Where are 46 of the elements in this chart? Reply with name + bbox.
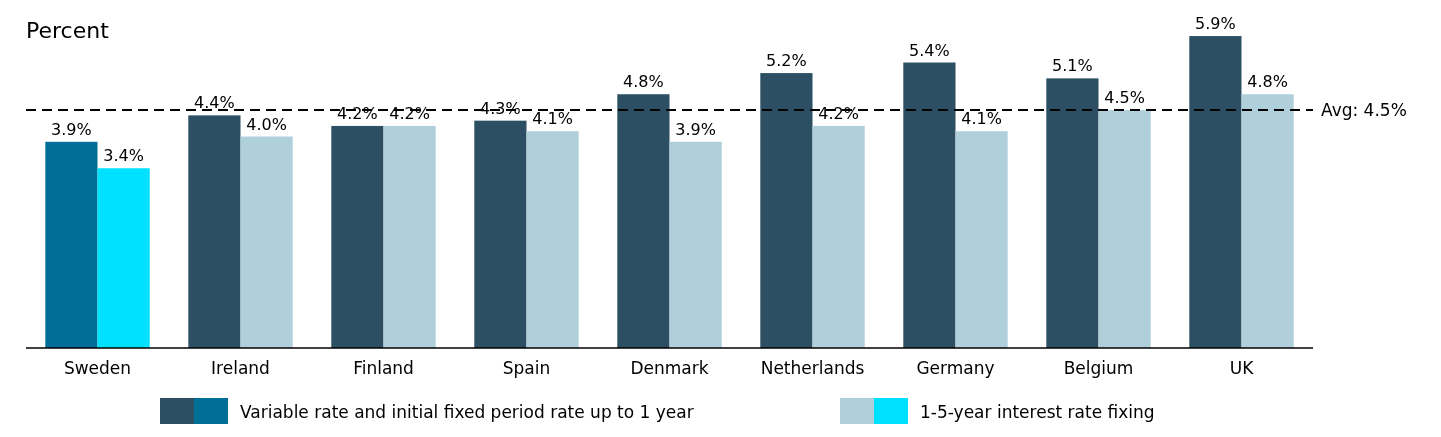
data-label: 4.5% <box>1104 88 1145 108</box>
bar <box>45 141 98 348</box>
data-label: 3.9% <box>675 119 716 139</box>
legend-label: 1-5-year interest rate fixing <box>920 402 1155 422</box>
x-tick-label: Netherlands <box>760 358 865 378</box>
x-tick-label: Finland <box>353 358 414 378</box>
data-label: 4.1% <box>532 109 573 129</box>
ref-line-label: Avg: 4.5% <box>1321 100 1407 121</box>
bar <box>669 141 722 348</box>
bar <box>1189 36 1242 348</box>
y-axis-title: Percent <box>26 18 110 43</box>
data-label: 4.8% <box>1247 72 1288 92</box>
x-tick-label: UK <box>1229 358 1255 378</box>
data-label: 3.9% <box>51 119 92 139</box>
bar <box>903 62 956 348</box>
bar <box>474 120 527 348</box>
x-tick-label: Denmark <box>630 358 709 378</box>
legend-label: Variable rate and initial fixed period rate up to 1 year <box>240 402 694 422</box>
data-label: 5.2% <box>766 51 807 71</box>
bar <box>617 94 670 348</box>
bar <box>760 73 813 348</box>
bar <box>97 168 150 348</box>
x-tick-label: Sweden <box>63 358 132 378</box>
data-label: 5.1% <box>1052 56 1093 76</box>
x-tick-label: Spain <box>502 358 551 378</box>
bar <box>1241 94 1294 348</box>
x-tick-label: Germany <box>916 358 995 378</box>
bar <box>240 136 293 348</box>
bar <box>1098 110 1151 348</box>
x-tick-label: Ireland <box>211 358 270 378</box>
bar <box>526 131 579 348</box>
bar <box>331 125 384 348</box>
data-label: 3.4% <box>103 146 144 166</box>
data-label: 5.4% <box>909 40 950 60</box>
data-label: 5.9% <box>1195 14 1236 34</box>
bar <box>812 125 865 348</box>
x-tick-label: Belgium <box>1063 358 1134 378</box>
data-label: 4.8% <box>623 72 664 92</box>
bar <box>188 115 241 348</box>
bar <box>1046 78 1099 348</box>
data-label: 4.4% <box>194 93 235 113</box>
data-label: 4.1% <box>961 109 1002 129</box>
data-label: 4.2% <box>818 103 859 123</box>
bar <box>383 125 436 348</box>
bar <box>955 131 1008 348</box>
data-label: 4.0% <box>246 114 287 134</box>
